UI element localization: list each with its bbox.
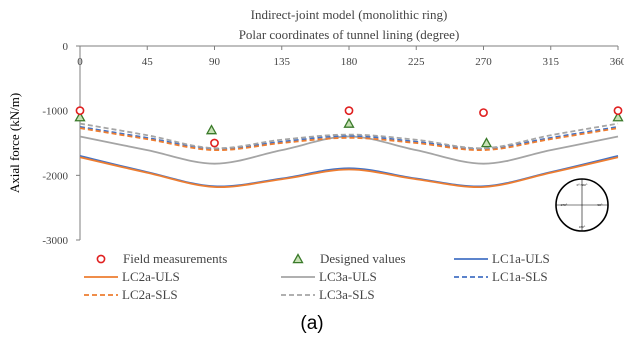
legend-label: LC2a-ULS xyxy=(122,269,180,284)
x-tick-label: 360 xyxy=(610,56,624,68)
y-tick-label: -2000 xyxy=(42,170,68,182)
field-measurement-point xyxy=(75,106,85,116)
y-tick-label: -3000 xyxy=(42,235,68,247)
legend-label: LC1a-SLS xyxy=(492,269,548,284)
series-line-lc3a-uls xyxy=(79,135,619,165)
series-line-lc3a-sls xyxy=(79,122,619,150)
designed-value-point xyxy=(343,117,355,128)
ring-label-left: 270° xyxy=(561,203,568,207)
series-line-lc2a-uls xyxy=(79,156,619,188)
legend-item: Field measurements xyxy=(96,251,227,266)
legend-item: LC2a-ULS xyxy=(84,269,180,284)
series-line-lc1a-uls xyxy=(79,155,619,188)
y-tick-label: 0 xyxy=(63,41,69,53)
field-measurement-point xyxy=(479,108,488,118)
x-tick-label: 315 xyxy=(543,56,560,68)
ring-label-top: 0°/360° xyxy=(577,183,588,187)
series-line-lc1a-sls xyxy=(79,125,619,150)
series-line-lc2a-sls xyxy=(79,127,619,152)
x-tick-label: 270 xyxy=(475,56,492,68)
field-measurement-point xyxy=(344,106,354,116)
x-axis-title: Polar coordinates of tunnel lining (degr… xyxy=(239,27,460,42)
x-tick-label: 225 xyxy=(408,56,425,68)
x-tick-label: 45 xyxy=(142,56,154,68)
plot-layer: Indirect-joint model (monolithic ring) Po… xyxy=(7,7,624,302)
x-tick-label: 90 xyxy=(209,56,221,68)
ring-label-bottom: 180° xyxy=(579,225,586,229)
legend-item: Designed values xyxy=(292,251,406,266)
legend-item: LC1a-SLS xyxy=(454,269,548,284)
x-tick-label: 0 xyxy=(77,56,83,68)
tunnel-ring-inset: 0°/360° 90° 180° 270° xyxy=(555,178,609,232)
designed-value-point xyxy=(74,111,86,122)
legend-item: LC1a-ULS xyxy=(454,251,550,266)
figure-caption: (a) xyxy=(300,313,324,334)
legend-label: LC2a-SLS xyxy=(122,287,178,302)
legend-item: LC2a-SLS xyxy=(84,287,178,302)
legend-label: Field measurements xyxy=(123,251,227,266)
x-tick-label: 135 xyxy=(274,56,291,68)
x-tick-label: 180 xyxy=(341,56,358,68)
designed-value-point xyxy=(612,111,624,122)
legend-symbol xyxy=(292,253,304,264)
legend-symbol xyxy=(96,254,106,264)
designed-value-point xyxy=(480,137,493,148)
y-tick-label: -1000 xyxy=(42,106,68,118)
legend-item: LC3a-SLS xyxy=(281,287,375,302)
legend-item: LC3a-ULS xyxy=(281,269,377,284)
field-measurement-point xyxy=(613,106,623,116)
designed-value-point xyxy=(205,124,218,135)
y-axis-title: Axial force (kN/m) xyxy=(7,93,22,193)
legend-label: LC1a-ULS xyxy=(492,251,550,266)
legend-label: LC3a-ULS xyxy=(319,269,377,284)
ring-label-right: 90° xyxy=(598,203,604,207)
field-measurement-point xyxy=(210,138,219,148)
legend-label: LC3a-SLS xyxy=(319,287,375,302)
legend-label: Designed values xyxy=(320,251,406,266)
chart-title: Indirect-joint model (monolithic ring) xyxy=(251,7,448,22)
